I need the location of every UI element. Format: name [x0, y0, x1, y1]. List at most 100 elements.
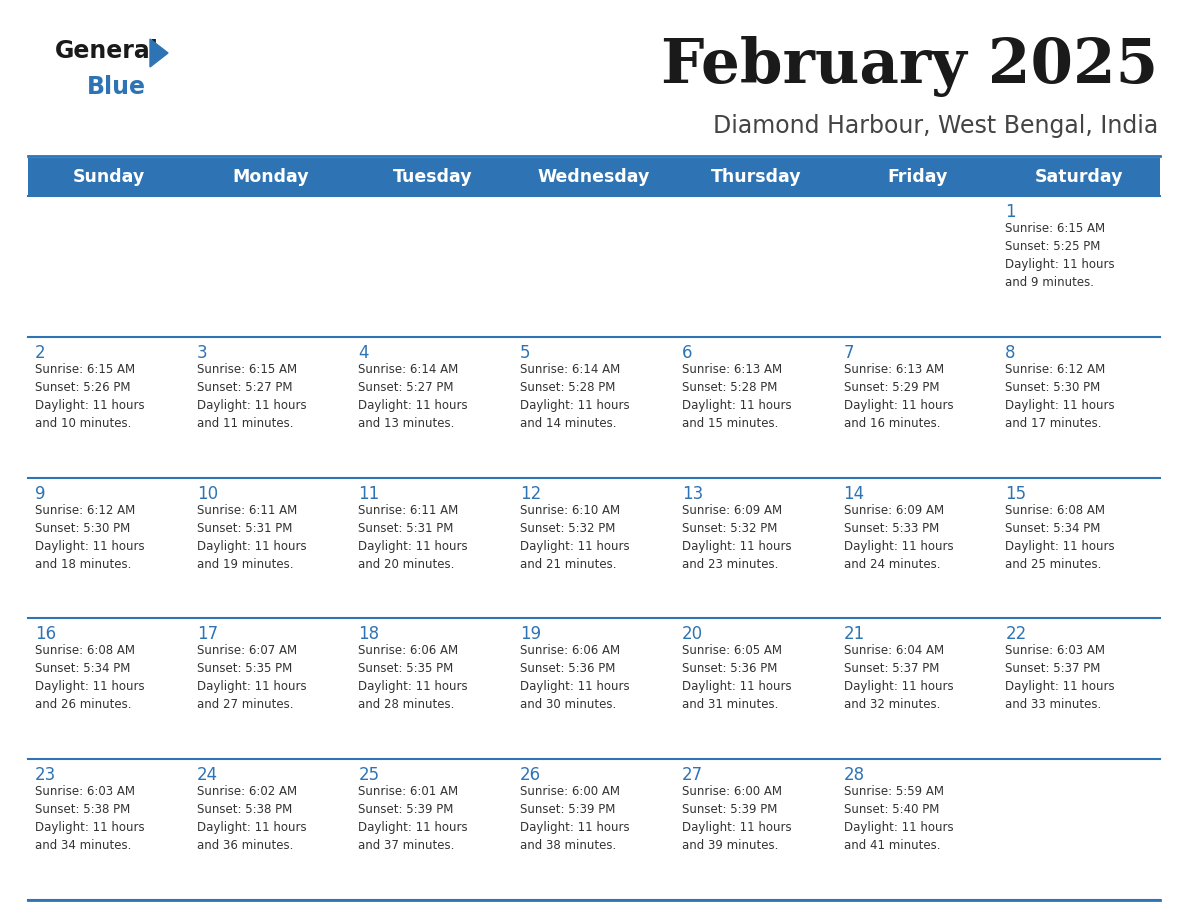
Text: Sunday: Sunday	[72, 168, 145, 186]
Text: 1: 1	[1005, 203, 1016, 221]
Bar	[352, 196, 513, 337]
Text: 20: 20	[682, 625, 703, 644]
Text: Tuesday: Tuesday	[392, 168, 472, 186]
Text: Thursday: Thursday	[710, 168, 801, 186]
Bar	[352, 477, 513, 619]
Text: Sunrise: 6:08 AM
Sunset: 5:34 PM
Daylight: 11 hours
and 25 minutes.: Sunrise: 6:08 AM Sunset: 5:34 PM Dayligh…	[1005, 504, 1114, 571]
Text: 19: 19	[520, 625, 542, 644]
Bar	[513, 196, 675, 337]
Bar	[675, 619, 836, 759]
Text: Sunrise: 6:11 AM
Sunset: 5:31 PM
Daylight: 11 hours
and 20 minutes.: Sunrise: 6:11 AM Sunset: 5:31 PM Dayligh…	[359, 504, 468, 571]
Bar	[190, 337, 352, 477]
Bar	[836, 196, 998, 337]
Bar	[998, 759, 1159, 900]
Text: 27: 27	[682, 767, 703, 784]
Bar	[190, 619, 352, 759]
Text: 12: 12	[520, 485, 542, 502]
Text: Diamond Harbour, West Bengal, India: Diamond Harbour, West Bengal, India	[713, 114, 1158, 138]
Text: 24: 24	[197, 767, 217, 784]
Text: Sunrise: 6:12 AM
Sunset: 5:30 PM
Daylight: 11 hours
and 17 minutes.: Sunrise: 6:12 AM Sunset: 5:30 PM Dayligh…	[1005, 363, 1114, 430]
Bar	[998, 619, 1159, 759]
Text: Sunrise: 6:06 AM
Sunset: 5:35 PM
Daylight: 11 hours
and 28 minutes.: Sunrise: 6:06 AM Sunset: 5:35 PM Dayligh…	[359, 644, 468, 711]
Bar	[836, 619, 998, 759]
Text: 14: 14	[843, 485, 865, 502]
Bar	[29, 158, 1159, 196]
Bar	[513, 477, 675, 619]
Text: Sunrise: 6:06 AM
Sunset: 5:36 PM
Daylight: 11 hours
and 30 minutes.: Sunrise: 6:06 AM Sunset: 5:36 PM Dayligh…	[520, 644, 630, 711]
Bar	[352, 337, 513, 477]
Bar	[675, 337, 836, 477]
Bar	[29, 619, 190, 759]
Text: Sunrise: 6:01 AM
Sunset: 5:39 PM
Daylight: 11 hours
and 37 minutes.: Sunrise: 6:01 AM Sunset: 5:39 PM Dayligh…	[359, 785, 468, 852]
Bar	[836, 477, 998, 619]
Bar	[675, 196, 836, 337]
Bar	[29, 477, 190, 619]
Text: 9: 9	[34, 485, 45, 502]
Text: Sunrise: 6:08 AM
Sunset: 5:34 PM
Daylight: 11 hours
and 26 minutes.: Sunrise: 6:08 AM Sunset: 5:34 PM Dayligh…	[34, 644, 145, 711]
Bar	[190, 759, 352, 900]
Text: Sunrise: 6:03 AM
Sunset: 5:37 PM
Daylight: 11 hours
and 33 minutes.: Sunrise: 6:03 AM Sunset: 5:37 PM Dayligh…	[1005, 644, 1114, 711]
Text: Sunrise: 6:13 AM
Sunset: 5:29 PM
Daylight: 11 hours
and 16 minutes.: Sunrise: 6:13 AM Sunset: 5:29 PM Dayligh…	[843, 363, 953, 430]
Text: Sunrise: 6:14 AM
Sunset: 5:27 PM
Daylight: 11 hours
and 13 minutes.: Sunrise: 6:14 AM Sunset: 5:27 PM Dayligh…	[359, 363, 468, 430]
Text: Sunrise: 6:02 AM
Sunset: 5:38 PM
Daylight: 11 hours
and 36 minutes.: Sunrise: 6:02 AM Sunset: 5:38 PM Dayligh…	[197, 785, 307, 852]
Text: 22: 22	[1005, 625, 1026, 644]
Text: 26: 26	[520, 767, 542, 784]
Text: Sunrise: 6:10 AM
Sunset: 5:32 PM
Daylight: 11 hours
and 21 minutes.: Sunrise: 6:10 AM Sunset: 5:32 PM Dayligh…	[520, 504, 630, 571]
Text: 5: 5	[520, 344, 531, 362]
Bar	[352, 759, 513, 900]
Text: 8: 8	[1005, 344, 1016, 362]
Bar	[836, 759, 998, 900]
Text: Sunrise: 6:03 AM
Sunset: 5:38 PM
Daylight: 11 hours
and 34 minutes.: Sunrise: 6:03 AM Sunset: 5:38 PM Dayligh…	[34, 785, 145, 852]
Text: Sunrise: 6:00 AM
Sunset: 5:39 PM
Daylight: 11 hours
and 38 minutes.: Sunrise: 6:00 AM Sunset: 5:39 PM Dayligh…	[520, 785, 630, 852]
Text: 25: 25	[359, 767, 379, 784]
Text: 18: 18	[359, 625, 379, 644]
Bar	[513, 337, 675, 477]
Text: 23: 23	[34, 767, 56, 784]
Text: Friday: Friday	[887, 168, 948, 186]
Bar	[836, 337, 998, 477]
Text: 4: 4	[359, 344, 369, 362]
Text: 17: 17	[197, 625, 217, 644]
Text: 11: 11	[359, 485, 380, 502]
Bar	[675, 477, 836, 619]
Text: February 2025: February 2025	[661, 36, 1158, 97]
Bar	[998, 196, 1159, 337]
Bar	[29, 337, 190, 477]
Text: 16: 16	[34, 625, 56, 644]
Text: 6: 6	[682, 344, 693, 362]
Text: 21: 21	[843, 625, 865, 644]
Text: 7: 7	[843, 344, 854, 362]
Text: 2: 2	[34, 344, 45, 362]
Bar	[675, 759, 836, 900]
Bar	[190, 477, 352, 619]
Text: Wednesday: Wednesday	[538, 168, 650, 186]
Text: Sunrise: 5:59 AM
Sunset: 5:40 PM
Daylight: 11 hours
and 41 minutes.: Sunrise: 5:59 AM Sunset: 5:40 PM Dayligh…	[843, 785, 953, 852]
Bar	[998, 477, 1159, 619]
Text: Sunrise: 6:15 AM
Sunset: 5:27 PM
Daylight: 11 hours
and 11 minutes.: Sunrise: 6:15 AM Sunset: 5:27 PM Dayligh…	[197, 363, 307, 430]
Text: Sunrise: 6:14 AM
Sunset: 5:28 PM
Daylight: 11 hours
and 14 minutes.: Sunrise: 6:14 AM Sunset: 5:28 PM Dayligh…	[520, 363, 630, 430]
Text: 3: 3	[197, 344, 208, 362]
Bar	[352, 619, 513, 759]
Text: 28: 28	[843, 767, 865, 784]
Bar	[513, 759, 675, 900]
Text: Sunrise: 6:05 AM
Sunset: 5:36 PM
Daylight: 11 hours
and 31 minutes.: Sunrise: 6:05 AM Sunset: 5:36 PM Dayligh…	[682, 644, 791, 711]
Bar	[29, 196, 190, 337]
Text: Saturday: Saturday	[1035, 168, 1124, 186]
Bar	[998, 337, 1159, 477]
Text: General: General	[55, 39, 159, 63]
Text: 13: 13	[682, 485, 703, 502]
Polygon shape	[150, 39, 168, 67]
Text: Sunrise: 6:04 AM
Sunset: 5:37 PM
Daylight: 11 hours
and 32 minutes.: Sunrise: 6:04 AM Sunset: 5:37 PM Dayligh…	[843, 644, 953, 711]
Bar	[29, 759, 190, 900]
Text: Sunrise: 6:15 AM
Sunset: 5:26 PM
Daylight: 11 hours
and 10 minutes.: Sunrise: 6:15 AM Sunset: 5:26 PM Dayligh…	[34, 363, 145, 430]
Text: Sunrise: 6:09 AM
Sunset: 5:33 PM
Daylight: 11 hours
and 24 minutes.: Sunrise: 6:09 AM Sunset: 5:33 PM Dayligh…	[843, 504, 953, 571]
Text: Sunrise: 6:13 AM
Sunset: 5:28 PM
Daylight: 11 hours
and 15 minutes.: Sunrise: 6:13 AM Sunset: 5:28 PM Dayligh…	[682, 363, 791, 430]
Text: 10: 10	[197, 485, 217, 502]
Bar	[190, 196, 352, 337]
Text: Sunrise: 6:15 AM
Sunset: 5:25 PM
Daylight: 11 hours
and 9 minutes.: Sunrise: 6:15 AM Sunset: 5:25 PM Dayligh…	[1005, 222, 1114, 289]
Text: Sunrise: 6:11 AM
Sunset: 5:31 PM
Daylight: 11 hours
and 19 minutes.: Sunrise: 6:11 AM Sunset: 5:31 PM Dayligh…	[197, 504, 307, 571]
Text: 15: 15	[1005, 485, 1026, 502]
Text: Sunrise: 6:12 AM
Sunset: 5:30 PM
Daylight: 11 hours
and 18 minutes.: Sunrise: 6:12 AM Sunset: 5:30 PM Dayligh…	[34, 504, 145, 571]
Text: Blue: Blue	[87, 75, 146, 99]
Text: Sunrise: 6:09 AM
Sunset: 5:32 PM
Daylight: 11 hours
and 23 minutes.: Sunrise: 6:09 AM Sunset: 5:32 PM Dayligh…	[682, 504, 791, 571]
